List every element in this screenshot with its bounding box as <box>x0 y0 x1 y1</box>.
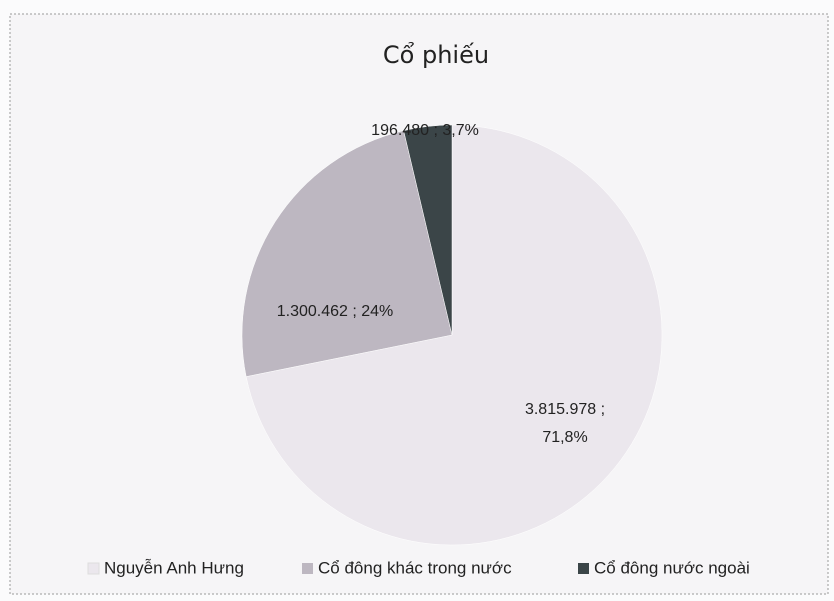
legend-label: Cổ đông nước ngoài <box>594 558 750 577</box>
pie-slice <box>403 124 453 336</box>
value-label: 3.815.978 ; 71,8% <box>524 401 606 446</box>
pie-slice <box>245 124 663 546</box>
chart-title: Cổ phiếu <box>383 41 489 69</box>
legend-swatch <box>302 563 313 574</box>
legend-label: Nguyễn Anh Hưng <box>104 558 244 577</box>
legend-swatch <box>87 562 100 575</box>
legend-label: Cổ đông khác trong nước <box>318 558 512 577</box>
legend-swatch <box>578 563 589 574</box>
pie-slice <box>241 130 453 377</box>
value-label: 1.300.462 ; 24% <box>276 303 394 320</box>
value-label: 196.480 ; 3,7% <box>371 122 479 139</box>
